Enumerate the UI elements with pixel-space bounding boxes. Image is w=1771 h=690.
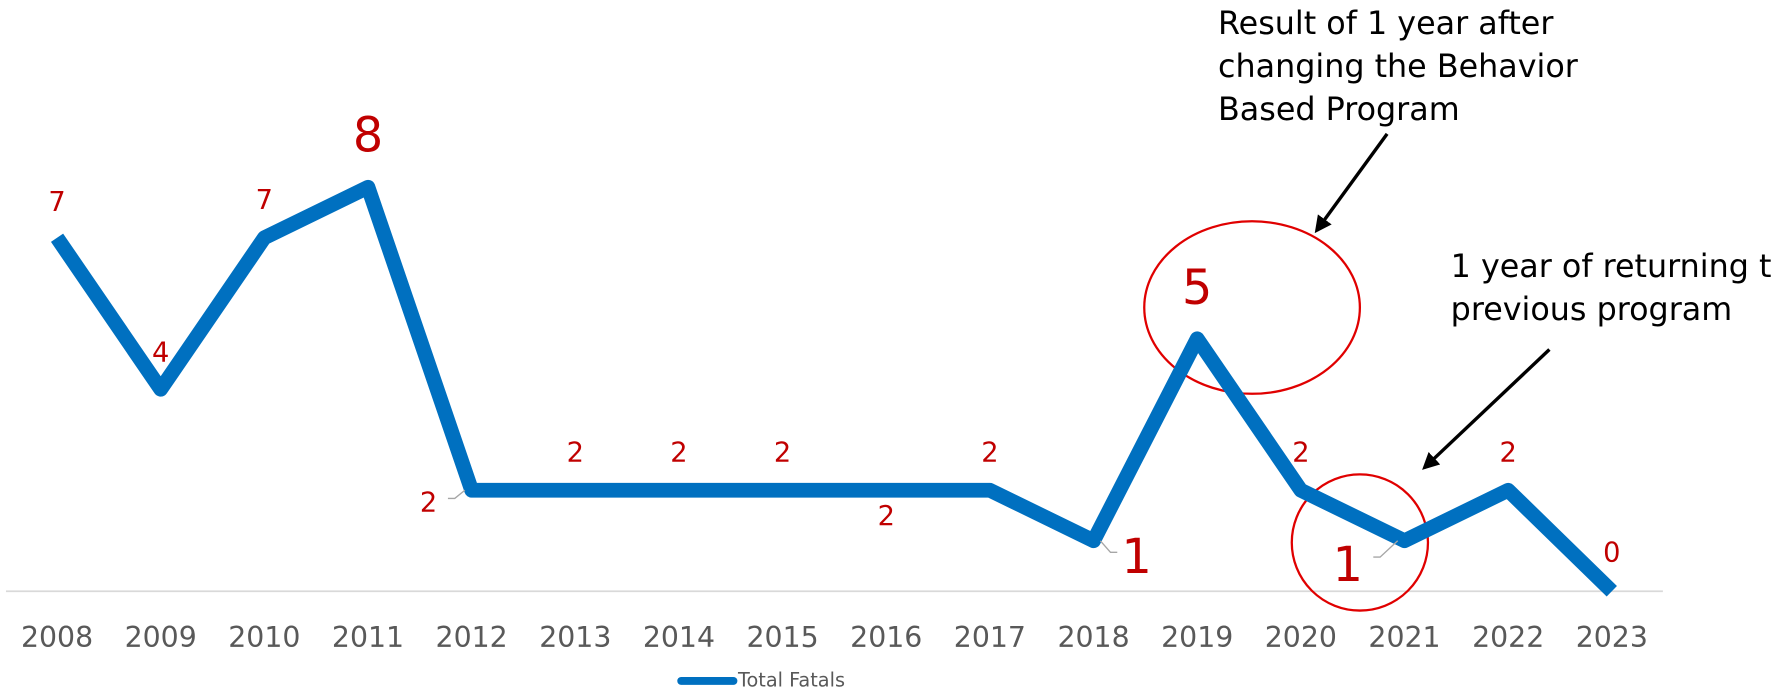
x-tick-label: 2009 — [125, 621, 197, 654]
data-label: 2 — [1292, 437, 1309, 468]
leader-line — [1373, 540, 1399, 558]
data-label: 2 — [567, 437, 584, 468]
annotation: Result of 1 year after — [1218, 6, 1554, 42]
x-tick-label: 2023 — [1576, 621, 1648, 654]
x-tick-label: 2010 — [228, 621, 300, 654]
x-tick-label: 2015 — [747, 621, 819, 654]
arrow — [1422, 348, 1551, 470]
data-label: 0 — [1603, 537, 1620, 568]
data-label: 2 — [1500, 437, 1517, 468]
data-label: 7 — [256, 185, 273, 216]
x-tick-label: 2016 — [850, 621, 922, 654]
annotation: changing the Behavior — [1218, 49, 1579, 85]
highlight-circle — [1143, 220, 1362, 395]
data-label: 2 — [670, 437, 687, 468]
leader-line — [1099, 540, 1118, 554]
x-tick-label: 2019 — [1161, 621, 1233, 654]
data-label: 2 — [878, 501, 895, 532]
data-label: 1 — [1122, 530, 1152, 585]
x-tick-label: 2008 — [21, 621, 93, 654]
data-label: 1 — [1333, 538, 1363, 593]
x-tick-label: 2021 — [1368, 621, 1440, 654]
annotation: Based Program — [1218, 92, 1460, 128]
data-label: 2 — [774, 437, 791, 468]
data-label: 4 — [152, 338, 169, 369]
data-label: 2 — [981, 437, 998, 468]
data-label: 5 — [1182, 261, 1212, 316]
x-tick-label: 2012 — [436, 621, 508, 654]
highlight-circle — [1290, 473, 1430, 612]
leader-line — [447, 489, 466, 500]
x-tick-label: 2018 — [1057, 621, 1129, 654]
x-tick-label: 2011 — [332, 621, 404, 654]
x-tick-label: 2014 — [643, 621, 715, 654]
x-tick-label: 2013 — [539, 621, 611, 654]
x-tick-label: 2022 — [1472, 621, 1544, 654]
annotation: 1 year of returning to — [1451, 249, 1771, 285]
data-line — [50, 179, 1617, 597]
x-tick-label: 2017 — [954, 621, 1026, 654]
data-label: 7 — [48, 187, 65, 218]
annotation: previous program — [1451, 292, 1733, 328]
x-tick-label: 2020 — [1265, 621, 1337, 654]
data-label: 8 — [353, 108, 383, 163]
arrow — [1314, 132, 1389, 234]
legend-label: Total Fatals — [737, 668, 845, 690]
data-label: 2 — [420, 487, 437, 518]
